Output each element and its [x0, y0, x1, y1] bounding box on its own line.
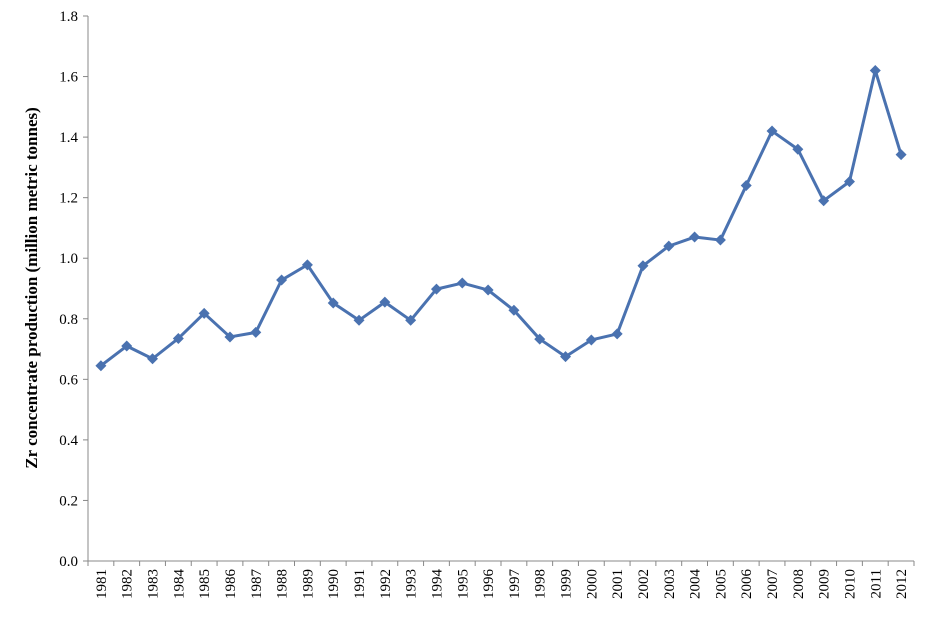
x-tick-label: 2011: [868, 569, 884, 598]
y-tick-label: 0.0: [59, 554, 78, 570]
data-point: [147, 353, 159, 365]
x-axis: 1981 1982 1983 1984 1985 1986 1987 1988 1989 1990…: [87, 560, 915, 600]
data-point: [611, 328, 623, 340]
data-point: [689, 231, 701, 243]
data-point: [172, 332, 184, 344]
x-tick-label: 1984: [171, 569, 187, 600]
series-layer: [95, 65, 907, 372]
x-tick-label: 1989: [300, 569, 316, 599]
x-tick-label: 2000: [584, 569, 600, 599]
data-point: [585, 334, 597, 346]
y-tick-label: 0.2: [59, 493, 78, 509]
x-tick-label: 1997: [507, 569, 523, 600]
x-tick-label: 1998: [533, 569, 549, 599]
y-tick-label: 1.2: [59, 191, 78, 207]
series-line: [99, 69, 903, 367]
x-tick-label: 1981: [94, 569, 110, 599]
data-point: [224, 331, 236, 343]
x-tick-label: 2002: [636, 569, 652, 599]
data-point: [740, 180, 752, 192]
data-point: [663, 240, 675, 252]
data-point: [198, 307, 210, 319]
data-point: [895, 149, 907, 161]
data-point: [276, 274, 288, 286]
x-tick-label: 1988: [275, 569, 291, 599]
data-point: [327, 297, 339, 309]
x-tick-label: 1982: [120, 569, 136, 599]
x-tick-label: 2005: [713, 569, 729, 599]
data-point: [301, 259, 313, 271]
x-tick-label: 1996: [481, 569, 497, 600]
data-point: [637, 260, 649, 272]
x-tick-label: 1992: [378, 569, 394, 599]
x-tick-label: 2010: [842, 569, 858, 599]
x-tick-label: 2007: [765, 569, 781, 600]
x-tick-label: 2006: [739, 569, 755, 600]
data-point: [121, 340, 133, 352]
data-point: [714, 234, 726, 246]
x-tick-label: 1991: [352, 569, 368, 599]
y-tick-label: 0.8: [59, 312, 78, 328]
data-point: [508, 304, 520, 316]
y-tick-label: 0.6: [59, 372, 78, 388]
data-point: [250, 326, 262, 338]
data-point: [792, 143, 804, 155]
data-point: [482, 284, 494, 296]
x-tick-label: 2003: [662, 569, 678, 599]
y-tick-label: 1.8: [59, 9, 78, 25]
x-tick-label: 1990: [326, 569, 342, 599]
x-tick-label: 1995: [455, 569, 471, 599]
y-tick-label: 0.4: [59, 433, 78, 449]
data-point: [766, 125, 778, 137]
y-tick-label: 1.4: [59, 130, 78, 146]
x-tick-label: 2012: [894, 569, 910, 599]
x-tick-label: 2004: [688, 569, 704, 600]
data-point: [353, 314, 365, 326]
x-tick-label: 2008: [791, 569, 807, 599]
data-point: [534, 333, 546, 345]
x-tick-label: 1993: [404, 569, 420, 599]
x-tick-label: 1987: [249, 569, 265, 600]
x-tick-label: 2001: [610, 569, 626, 599]
x-tick-label: 1985: [197, 569, 213, 599]
data-point: [869, 65, 881, 76]
data-point: [818, 195, 830, 207]
data-point: [405, 314, 417, 326]
data-point: [456, 277, 468, 289]
data-point: [430, 283, 442, 295]
x-tick-label: 1994: [429, 569, 445, 600]
data-point: [95, 360, 107, 372]
y-axis: 0.0 0.2 0.4 0.6 0.8 1.0 1.2 1.4 1.6 1.8: [59, 9, 89, 570]
data-point: [560, 351, 572, 363]
x-tick-label: 2009: [817, 569, 833, 599]
x-tick-label: 1999: [559, 569, 575, 599]
x-tick-label: 1983: [146, 569, 162, 599]
x-tick-label: 1986: [223, 569, 239, 600]
data-point: [379, 296, 391, 308]
y-tick-label: 1.0: [59, 251, 78, 267]
y-tick-label: 1.6: [59, 70, 78, 86]
y-axis-title: Zr concentrate production (million metri…: [22, 107, 41, 469]
data-point: [843, 176, 855, 188]
